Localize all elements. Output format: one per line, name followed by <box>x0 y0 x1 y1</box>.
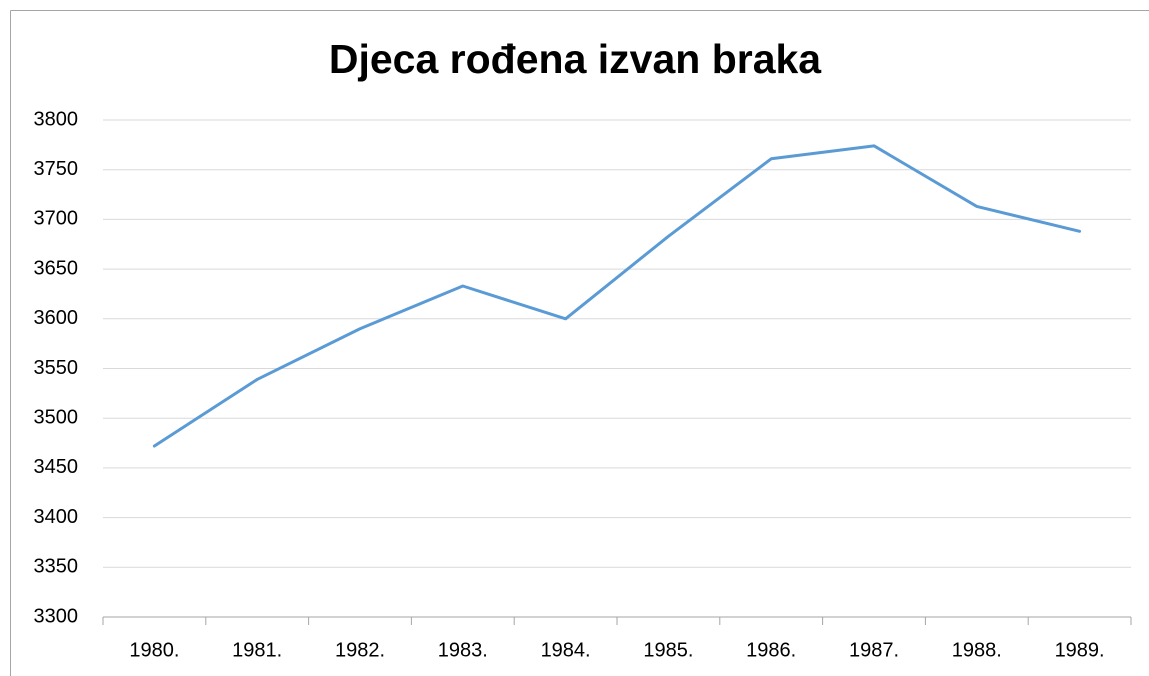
y-tick-label: 3550 <box>34 357 79 379</box>
y-tick-label: 3400 <box>34 506 79 528</box>
x-tick-label: 1985. <box>643 639 693 661</box>
x-tick-label: 1984. <box>541 639 591 661</box>
x-tick-label: 1988. <box>952 639 1002 661</box>
y-tick-label: 3700 <box>34 208 79 230</box>
y-tick-label: 3750 <box>34 158 79 180</box>
x-tick-label: 1982. <box>335 639 385 661</box>
y-tick-label: 3600 <box>34 307 79 329</box>
y-tick-label: 3650 <box>34 257 79 279</box>
x-tick-label: 1983. <box>438 639 488 661</box>
x-tick-label: 1980. <box>129 639 179 661</box>
y-tick-label: 3450 <box>34 456 79 478</box>
x-tick-label: 1981. <box>232 639 282 661</box>
x-tick-label: 1986. <box>746 639 796 661</box>
x-tick-label: 1989. <box>1055 639 1105 661</box>
y-tick-label: 3500 <box>34 406 79 428</box>
x-tick-label: 1987. <box>849 639 899 661</box>
chart-title: Djeca rođena izvan braka <box>329 36 822 82</box>
data-line <box>152 144 1082 448</box>
y-tick-label: 3800 <box>34 108 79 130</box>
y-tick-label: 3350 <box>34 556 79 578</box>
y-tick-label: 3300 <box>34 605 79 627</box>
